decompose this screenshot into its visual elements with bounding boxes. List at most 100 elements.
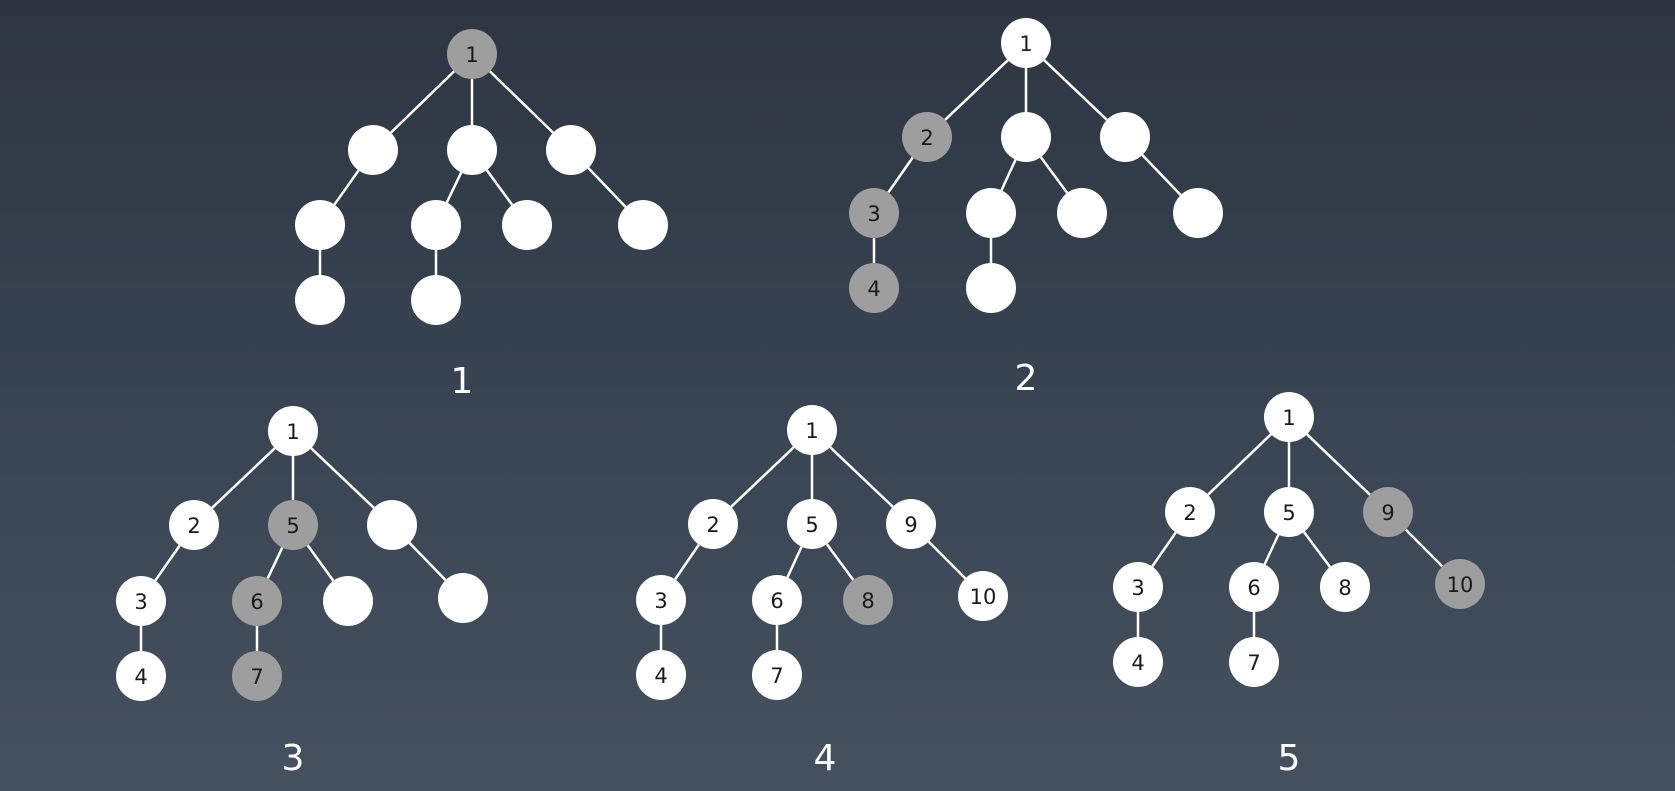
edge-r-c bbox=[310, 447, 375, 509]
node-label: 4 bbox=[867, 277, 880, 301]
edge-b-b1 bbox=[1000, 159, 1017, 191]
edge-r-c bbox=[1306, 433, 1371, 496]
node-circle bbox=[688, 499, 738, 549]
step-caption: 2 bbox=[1015, 358, 1038, 399]
node-circle bbox=[295, 200, 345, 250]
node-label: 6 bbox=[1247, 576, 1260, 600]
edge-r-a bbox=[390, 70, 455, 134]
node-circle bbox=[752, 650, 802, 700]
tree-node: 2 bbox=[169, 500, 219, 550]
node-circle bbox=[1165, 487, 1215, 537]
visited-node-circle bbox=[447, 29, 497, 79]
tree-node: 3 bbox=[849, 188, 899, 238]
node-label: 6 bbox=[250, 590, 263, 614]
node-circle bbox=[447, 125, 497, 175]
tree-node: 1 bbox=[447, 29, 497, 79]
node-circle bbox=[411, 200, 461, 250]
tree-node: 5 bbox=[1264, 487, 1314, 537]
tree-node bbox=[1100, 112, 1150, 162]
node-label: 8 bbox=[861, 589, 874, 613]
tree-node bbox=[411, 275, 461, 325]
visited-node-circle bbox=[902, 112, 952, 162]
node-label: 10 bbox=[970, 585, 997, 609]
tree-node: 1 bbox=[1264, 392, 1314, 442]
tree-node: 10 bbox=[958, 571, 1008, 621]
node-label: 7 bbox=[250, 665, 263, 689]
node-circle bbox=[1113, 637, 1163, 687]
node-label: 2 bbox=[187, 514, 200, 538]
tree-node: 6 bbox=[232, 576, 282, 626]
tree-node: 10 bbox=[1435, 559, 1485, 609]
node-label: 1 bbox=[1019, 32, 1032, 56]
tree-5: 1 2 5 9 3 6 8 10 4 7 5 bbox=[1113, 392, 1485, 779]
node-label: 9 bbox=[904, 513, 917, 537]
node-circle bbox=[966, 188, 1016, 238]
tree-node: 4 bbox=[636, 650, 686, 700]
edge-r-a bbox=[730, 446, 795, 508]
node-circle bbox=[1264, 392, 1314, 442]
edge-a-a1 bbox=[1151, 531, 1177, 568]
tree-4: 1 2 5 9 3 6 8 10 4 7 4 bbox=[636, 405, 1008, 779]
node-circle bbox=[116, 651, 166, 701]
node-circle bbox=[886, 499, 936, 549]
edge-c-c1 bbox=[927, 540, 967, 580]
node-circle bbox=[1264, 487, 1314, 537]
tree-node bbox=[447, 125, 497, 175]
tree-node bbox=[295, 200, 345, 250]
tree-node bbox=[295, 275, 345, 325]
tree-node: 7 bbox=[232, 651, 282, 701]
node-label: 3 bbox=[654, 589, 667, 613]
visited-node-circle bbox=[232, 576, 282, 626]
node-label: 9 bbox=[1381, 501, 1394, 525]
node-circle bbox=[323, 576, 373, 626]
edge-c-c1 bbox=[408, 542, 447, 581]
tree-node bbox=[323, 576, 373, 626]
node-circle bbox=[295, 275, 345, 325]
edge-b-b1 bbox=[266, 547, 284, 579]
tree-2: 1 2 3 4 2 bbox=[849, 18, 1223, 399]
node-circle bbox=[411, 275, 461, 325]
tree-node bbox=[966, 188, 1016, 238]
edge-b-b2 bbox=[1039, 156, 1069, 194]
step-caption: 5 bbox=[1278, 738, 1301, 779]
tree-node: 2 bbox=[902, 112, 952, 162]
tree-node: 1 bbox=[1001, 18, 1051, 68]
edge-b-b1 bbox=[445, 171, 463, 204]
edge-c-c1 bbox=[587, 167, 627, 208]
tree-node: 9 bbox=[1363, 487, 1413, 537]
visited-node-circle bbox=[849, 188, 899, 238]
node-circle bbox=[1229, 637, 1279, 687]
node-circle bbox=[966, 263, 1016, 313]
node-label: 7 bbox=[1247, 651, 1260, 675]
tree-node bbox=[966, 263, 1016, 313]
node-circle bbox=[169, 500, 219, 550]
node-circle bbox=[1100, 112, 1150, 162]
node-label: 1 bbox=[465, 43, 478, 67]
tree-node: 3 bbox=[116, 576, 166, 626]
node-label: 3 bbox=[134, 590, 147, 614]
visited-node-circle bbox=[1435, 559, 1485, 609]
tree-node: 5 bbox=[787, 499, 837, 549]
node-label: 4 bbox=[654, 664, 667, 688]
node-circle bbox=[1001, 18, 1051, 68]
node-circle bbox=[787, 405, 837, 455]
tree-node bbox=[546, 125, 596, 175]
tree-node: 4 bbox=[1113, 637, 1163, 687]
tree-node: 1 bbox=[787, 405, 837, 455]
node-circle bbox=[438, 573, 488, 623]
edge-b-b2 bbox=[306, 544, 335, 582]
tree-node: 2 bbox=[1165, 487, 1215, 537]
tree-node: 3 bbox=[636, 575, 686, 625]
node-circle bbox=[546, 125, 596, 175]
node-label: 4 bbox=[134, 665, 147, 689]
node-circle bbox=[752, 575, 802, 625]
edge-r-a bbox=[1207, 433, 1272, 496]
tree-node: 2 bbox=[688, 499, 738, 549]
tree-node bbox=[1173, 188, 1223, 238]
edge-r-c bbox=[1043, 59, 1108, 121]
tree-node: 6 bbox=[752, 575, 802, 625]
tree-node: 1 bbox=[268, 406, 318, 456]
step-caption: 1 bbox=[451, 361, 474, 402]
node-circle bbox=[618, 200, 668, 250]
